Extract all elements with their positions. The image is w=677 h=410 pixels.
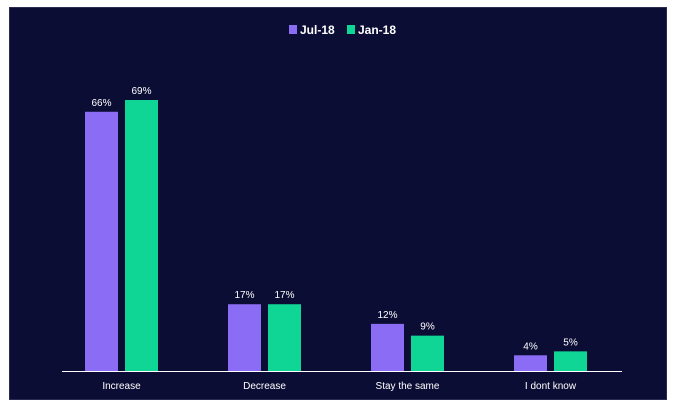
value-label: 9% [420, 322, 435, 333]
category-label: Stay the same [376, 381, 440, 392]
value-label: 5% [563, 337, 578, 348]
value-label: 69% [131, 86, 151, 97]
bar-jan-18-i-dont-know [554, 351, 587, 371]
value-labels: 66% 69% 17% 17% 12% 9% 4% 5% [91, 86, 577, 352]
value-label: 4% [523, 341, 538, 352]
bar-jul-18-increase [85, 111, 118, 372]
legend-swatch [289, 25, 297, 34]
value-label: 12% [377, 310, 397, 321]
legend-swatch [347, 25, 355, 34]
bar-jan-18-increase [125, 100, 158, 371]
bar-jul-18-decrease [228, 304, 261, 371]
category-label: Decrease [243, 381, 286, 392]
category-label: I dont know [525, 381, 577, 392]
bars [85, 100, 587, 372]
value-label: 66% [91, 98, 111, 109]
bar-jan-18-stay-the-same [411, 335, 444, 371]
legend-label: Jul-18 [300, 23, 335, 37]
chart-frame: Jul-18 Jan-18 66% 69% 17% 17% 12% 9% 4% 5% Incre… [9, 7, 667, 400]
value-label: 17% [274, 290, 294, 301]
legend: Jul-18 Jan-18 [289, 23, 396, 37]
category-labels: Increase Decrease Stay the same I dont know [102, 381, 577, 392]
bar-jul-18-stay-the-same [371, 323, 404, 371]
value-label: 17% [234, 290, 254, 301]
bar-jul-18-i-dont-know [514, 355, 547, 371]
bar-chart: Jul-18 Jan-18 66% 69% 17% 17% 12% 9% 4% 5% Incre… [62, 23, 622, 392]
category-label: Increase [102, 381, 141, 392]
bar-jan-18-decrease [268, 304, 301, 371]
legend-label: Jan-18 [358, 23, 396, 37]
